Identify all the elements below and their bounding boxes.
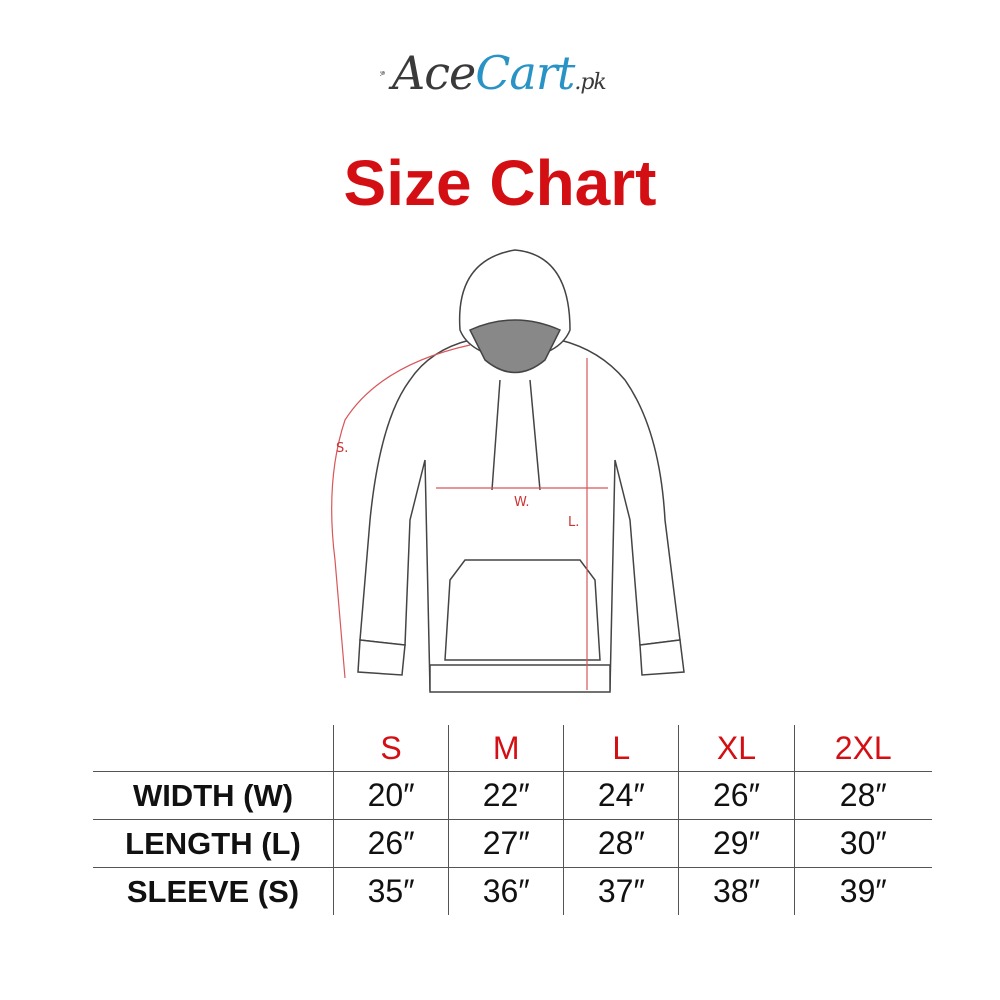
width-label: W. — [514, 495, 530, 510]
brand-name-cart: Cart — [475, 46, 575, 100]
table-row-sleeve: SLEEVE (S) 35″ 36″ 37″ 38″ 39″ — [93, 867, 932, 915]
table-row-length: LENGTH (L) 26″ 27″ 28″ 29″ 30″ — [93, 819, 932, 868]
size-table: S M L XL 2XL WIDTH (W) 20″ 22″ 24″ 26″ 2… — [93, 725, 932, 915]
size-m: M — [448, 725, 564, 772]
sleeve-label: S. — [336, 441, 348, 456]
page-title: Size Chart — [343, 147, 657, 219]
cell: 36″ — [448, 867, 564, 915]
cell: 38″ — [678, 867, 794, 915]
cart-icon — [380, 71, 386, 77]
brand-logo: AceCart.pk — [392, 46, 607, 100]
cell: 29″ — [678, 819, 794, 868]
size-header-row: S M L XL 2XL — [93, 725, 932, 772]
cell: 22″ — [448, 771, 564, 820]
cell: 26″ — [678, 771, 794, 820]
size-xl: XL — [678, 725, 794, 772]
row-label: LENGTH (L) — [93, 819, 334, 868]
cell: 30″ — [793, 819, 932, 868]
row-label: WIDTH (W) — [93, 771, 334, 820]
cell: 28″ — [793, 771, 932, 820]
length-label: L. — [568, 515, 579, 530]
cell: 39″ — [793, 867, 932, 915]
size-2xl: 2XL — [793, 725, 932, 772]
brand-suffix: .pk — [574, 70, 606, 95]
hoodie-diagram: S. W. L. — [331, 249, 685, 693]
brand-name-ace: Ace — [392, 46, 476, 100]
cell: 20″ — [332, 771, 449, 820]
corner-cell — [93, 725, 334, 772]
cell: 24″ — [563, 771, 679, 820]
table-row-width: WIDTH (W) 20″ 22″ 24″ 26″ 28″ — [93, 771, 932, 820]
cell: 28″ — [563, 819, 679, 868]
size-s: S — [332, 725, 449, 772]
size-l: L — [563, 725, 679, 772]
cell: 37″ — [563, 867, 679, 915]
cell: 35″ — [332, 867, 449, 915]
cell: 26″ — [332, 819, 449, 868]
cell: 27″ — [448, 819, 564, 868]
row-label: SLEEVE (S) — [93, 867, 334, 915]
